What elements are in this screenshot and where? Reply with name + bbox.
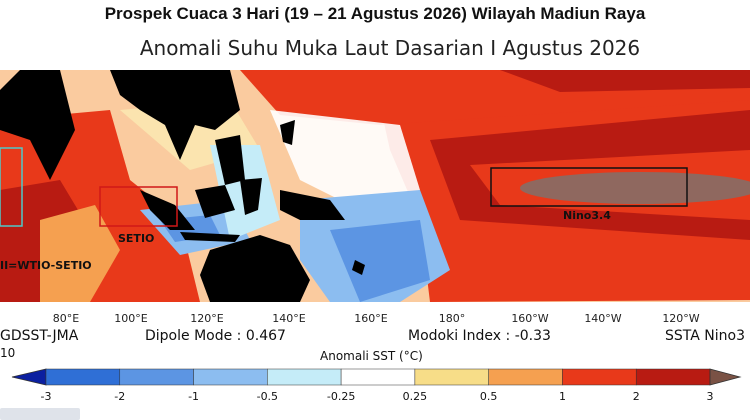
- lon-label: 180°: [438, 312, 466, 325]
- setio-label: SETIO: [118, 232, 154, 245]
- colorbar-tick-label: 2: [632, 390, 640, 403]
- colorbar-title: Anomali SST (°C): [320, 349, 423, 363]
- data-source-sub: 10: [0, 346, 16, 360]
- colorbar: [11, 368, 742, 386]
- nino34-box: [490, 167, 688, 207]
- bottom-bar: [0, 408, 80, 420]
- colorbar-tick-label: -3: [40, 390, 52, 403]
- wtio-box: [0, 147, 23, 227]
- colorbar-tick-label: -0.25: [326, 390, 356, 403]
- colorbar-segment: [119, 368, 194, 386]
- colorbar-segment: [562, 368, 637, 386]
- colorbar-tick-label: 0.25: [402, 390, 428, 403]
- lon-label: 80°E: [52, 312, 80, 325]
- lon-label: 120°W: [662, 312, 700, 325]
- lon-label: 160°W: [511, 312, 549, 325]
- colorbar-segment: [193, 368, 268, 386]
- colorbar-tick-label: 0.5: [479, 390, 498, 403]
- sst-anomaly-map: SETIO Nino3.4 II=WTIO-SETIO: [0, 70, 750, 302]
- data-source: GDSST-JMA: [0, 328, 79, 344]
- colorbar-tick-label: -0.5: [256, 390, 279, 403]
- colorbar-arrow-high: [709, 368, 742, 386]
- lon-label: 140°E: [272, 312, 306, 325]
- wtio-label: II=WTIO-SETIO: [0, 259, 92, 272]
- lon-label: 160°E: [354, 312, 388, 325]
- nino34-label: Nino3.4: [563, 209, 611, 222]
- colorbar-tick-label: 3: [706, 390, 714, 403]
- colorbar-segment: [45, 368, 121, 386]
- colorbar-segment: [635, 368, 711, 386]
- map-title: Anomali Suhu Muka Laut Dasarian I Agustu…: [139, 36, 641, 60]
- colorbar-arrow-low: [11, 368, 47, 386]
- colorbar-tick-label: -1: [188, 390, 200, 403]
- colorbar-segment: [488, 368, 563, 386]
- lon-label: 100°E: [114, 312, 148, 325]
- headline: Prospek Cuaca 3 Hari (19 – 21 Agustus 20…: [104, 4, 646, 23]
- colorbar-tick-label: -2: [114, 390, 126, 403]
- ssta-nino: SSTA Nino3: [665, 328, 745, 344]
- colorbar-tick-label: 1: [558, 390, 566, 403]
- dipole-mode: Dipole Mode : 0.467: [145, 328, 286, 344]
- colorbar-segment: [414, 368, 489, 386]
- colorbar-segment: [267, 368, 342, 386]
- lon-label: 140°W: [584, 312, 622, 325]
- modoki-index: Modoki Index : -0.33: [408, 328, 551, 344]
- setio-box: [99, 186, 178, 227]
- lon-label: 120°E: [190, 312, 224, 325]
- colorbar-segment: [340, 368, 416, 386]
